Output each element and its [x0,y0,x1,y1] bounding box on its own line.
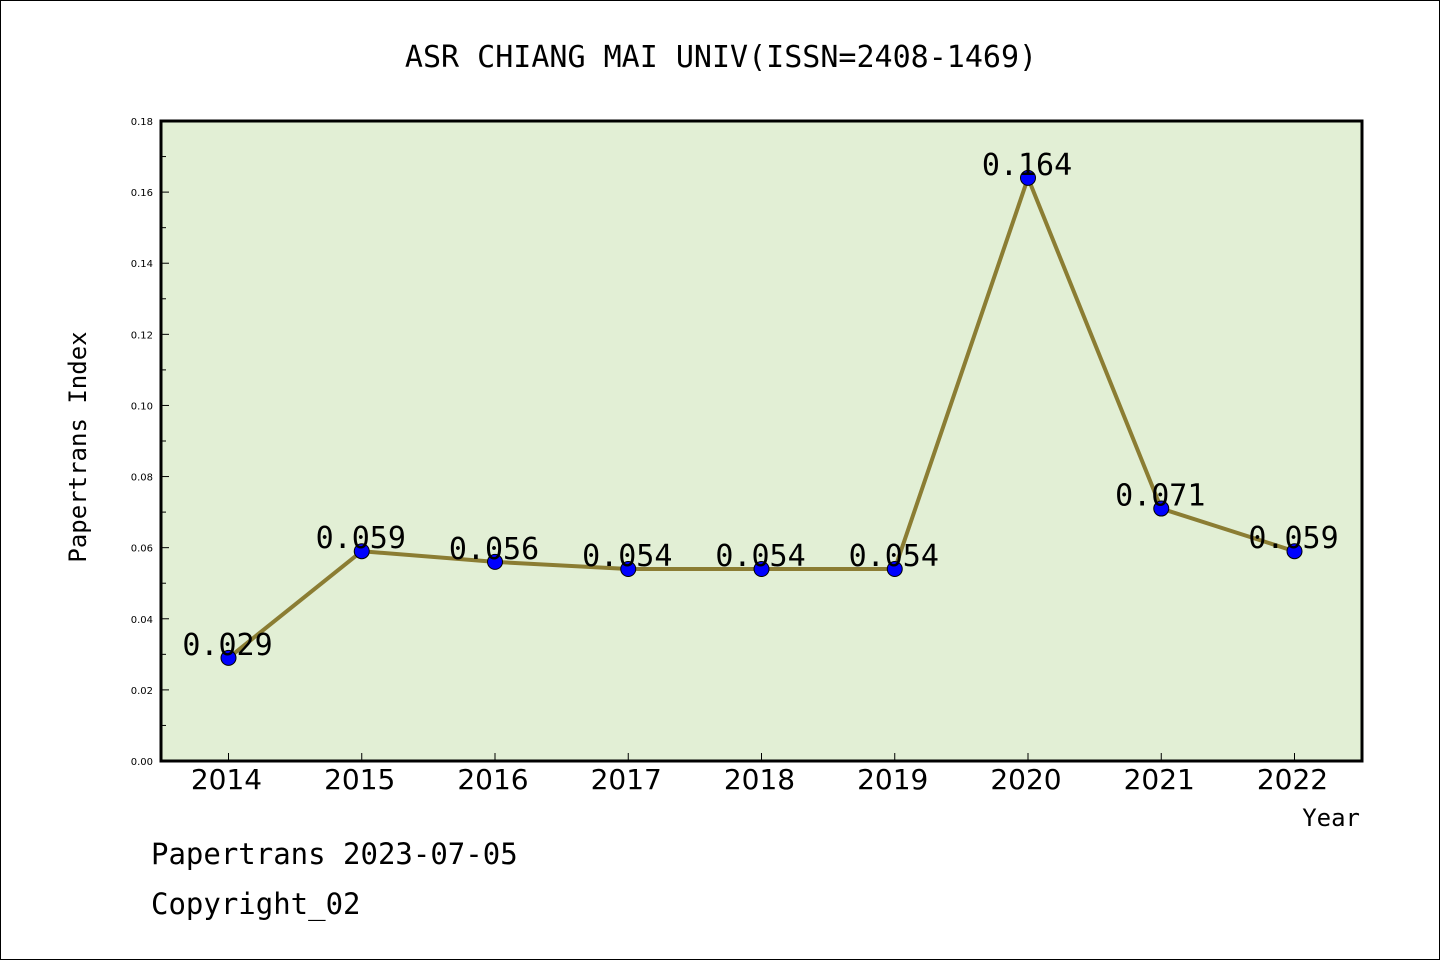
data-point [1286,543,1303,560]
data-point [1153,500,1170,517]
x-tick-label: 2014 [191,763,262,796]
data-label-group: 0.029 0.059 0.056 0.054 0.054 0.054 0.164 0.071… [182,148,1338,663]
y-axis-label: Papertrans Index [64,331,92,562]
x-tick-label: 2015 [324,763,395,796]
x-tick-label: 2019 [857,763,928,796]
y-tick-label: 0.04 [131,615,153,626]
footer-copyright: Copyright_02 [151,887,361,922]
y-tick-label: 0.00 [131,757,153,768]
data-point [886,561,903,577]
x-axis: 2014 2015 2016 2017 2018 2019 2020 2021 2022 [191,753,1328,796]
x-tick-label: 2021 [1124,763,1195,796]
y-tick-label: 0.10 [131,401,153,412]
x-tick-label: 2018 [724,763,795,796]
x-tick-label: 2017 [591,763,662,796]
data-point [1020,169,1036,186]
plot-area [159,119,1364,763]
data-label: 0.059 [316,521,406,556]
data-label: 0.059 [1248,521,1338,556]
x-tick-label: 2022 [1257,763,1328,796]
y-tick-label: 0.08 [131,473,153,484]
y-tick-label: 0.14 [131,259,153,270]
data-label: 0.164 [982,148,1072,183]
data-label: 0.056 [449,532,539,567]
data-point [487,553,503,570]
data-point [220,649,237,666]
data-label: 0.071 [1115,479,1205,514]
y-tick-label: 0.06 [131,544,153,555]
data-label: 0.054 [849,539,939,574]
footer-date: Papertrans 2023-07-05 [151,837,518,871]
data-point [620,561,637,577]
x-axis-label: Year [1302,804,1360,832]
x-tick-label: 2020 [990,763,1061,796]
data-point [353,543,370,560]
y-axis: 0.00 0.02 0.04 0.06 0.08 0.10 0.12 0.14 0.16 0.18 [131,117,169,768]
y-tick-label: 0.16 [131,188,153,199]
y-tick-label: 0.02 [131,686,153,697]
data-label: 0.054 [582,539,672,574]
x-tick-label: 2016 [457,763,528,796]
chart-title: ASR CHIANG MAI UNIV(ISSN=2408-1469) [405,40,1037,75]
series-line-group [220,169,1303,666]
y-tick-label: 0.18 [131,117,153,128]
data-label: 0.054 [715,539,805,574]
data-label: 0.029 [182,628,272,663]
data-point [753,561,770,577]
y-tick-label: 0.12 [131,330,153,341]
